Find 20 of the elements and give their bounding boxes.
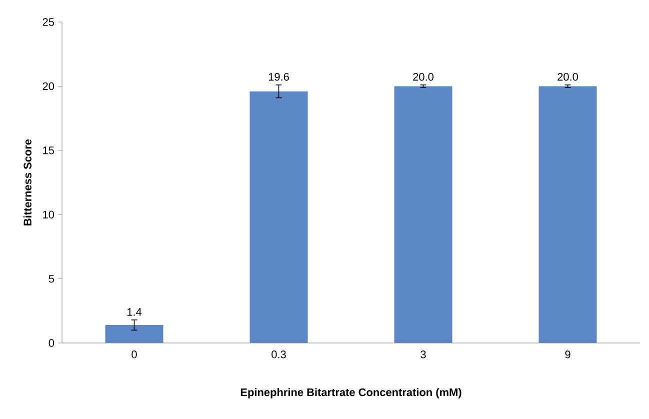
y-tick-label: 15 [43,146,54,154]
bar [105,325,164,343]
bar [538,86,597,343]
data-label: 20.0 [413,72,434,81]
x-tick-label: 3 [420,350,426,358]
data-label: 20.0 [558,72,578,81]
data-label: 19.6 [268,72,289,81]
data-label: 1.4 [127,308,142,316]
y-tick-label: 20 [42,82,54,90]
x-axis-title: Epinephrine Bitartrate Concentration (mM) [240,388,462,398]
x-tick-label: 9 [565,350,570,358]
y-tick-label: 5 [48,274,54,283]
x-tick-label: 0 [132,350,137,358]
y-axis-title: Bitterness Score [23,139,32,226]
y-tick-label: 0 [48,339,54,347]
bar [250,91,308,343]
y-tick-label: 25 [42,18,54,26]
x-tick-label: 0.3 [272,350,286,358]
y-tick-label: 10 [43,210,54,218]
bar [394,86,452,343]
